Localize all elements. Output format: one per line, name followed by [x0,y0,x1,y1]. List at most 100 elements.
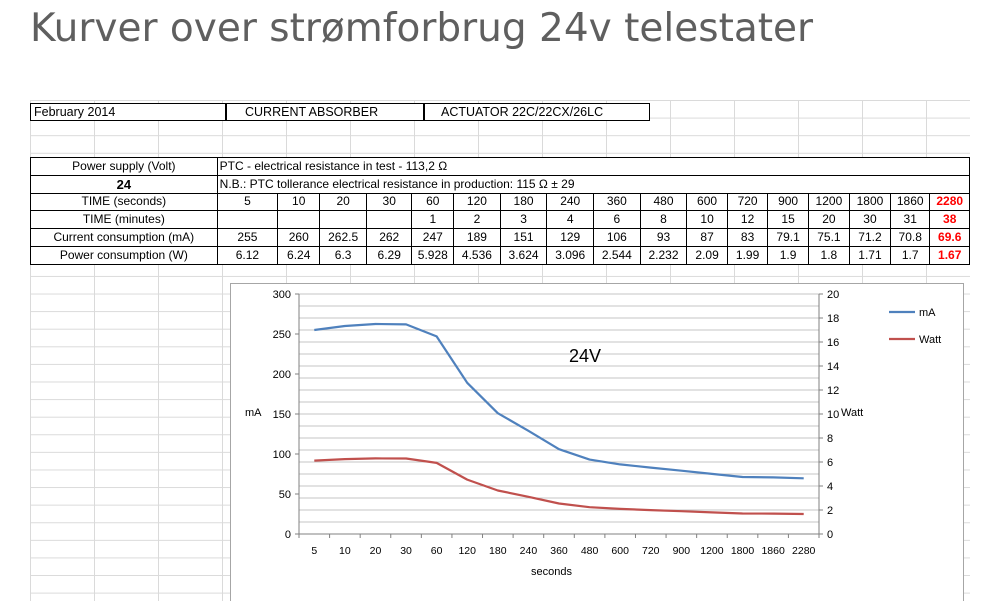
y-tick-label: 250 [273,329,291,341]
y2-tick-label: 10 [827,409,839,421]
header-actuator: ACTUATOR 22C/22CX/26LC [424,103,650,121]
table-cell: 180 [499,192,548,212]
y-tick-label: 0 [285,529,291,541]
spreadsheet: February 2014 CURRENT ABSORBER ACTUATOR … [30,100,970,601]
y-tick-label: 150 [273,409,291,421]
chart-container: 0 50 100 150 200 250 300 0 2 4 6 8 10 12 14 16 18 20 5 10 20… [230,283,964,601]
table-cell: 70.8 [890,228,931,247]
table-cell: 3.096 [546,245,595,265]
supply-value: 24 [30,174,218,194]
chart-legend: mA Watt [889,307,941,346]
x-axis-label: seconds [531,566,572,578]
ptc-note: PTC - electrical resistance in test - 11… [216,157,970,176]
x-tick-label: 900 [673,545,691,557]
table-cell: 5.928 [411,245,455,265]
x-tick-label: 600 [611,545,629,557]
table-cell: 60 [411,192,455,212]
table-cell: 600 [686,192,728,212]
legend-label: mA [919,307,936,319]
table-cell: 75.1 [807,228,850,247]
table-cell: 2 [453,210,501,230]
chart-series [314,322,804,516]
table-cell: 10 [686,210,728,230]
table-cell: 260 [277,228,321,247]
y-tick-label: 200 [273,369,291,381]
table-cell: 1.9 [767,245,809,265]
x-tick-label: 1800 [731,545,755,557]
supply-label: Power supply (Volt) [30,157,218,176]
table-cell: 480 [639,192,688,212]
table-cell: 3 [499,210,548,230]
table-cell: 2280 [929,192,970,212]
table-cell: 6 [593,210,641,230]
y2-tick-label: 0 [827,529,833,541]
y2-tick-label: 18 [827,313,839,325]
table-cell: 4.536 [453,245,501,265]
table-cell: 5 [216,192,279,212]
legend-label: Watt [919,334,941,346]
row-label: TIME (seconds) [30,192,218,212]
table-cell: 240 [546,192,595,212]
table-cell: 189 [453,228,501,247]
time-minutes-row: TIME (minutes) 1 2 3 4 6 8 10 12 15 20 30 31 38 [30,210,970,230]
table-cell: 10 [277,192,321,212]
row-label: TIME (minutes) [30,210,218,230]
table-cell: 3.624 [499,245,548,265]
table-cell: 1860 [890,192,931,212]
x-tick-label: 10 [339,545,351,557]
x-tick-label: 480 [581,545,599,557]
table-cell: 93 [639,228,688,247]
table-cell: 79.1 [767,228,809,247]
y2-tick-label: 8 [827,433,833,445]
row-label: Power consumption (W) [30,245,218,265]
line-chart: 0 50 100 150 200 250 300 0 2 4 6 8 10 12 14 16 18 20 5 10 20… [245,289,941,578]
table-cell [277,210,321,230]
data-table: Power supply (Volt) PTC - electrical res… [30,157,970,265]
table-cell: 20 [807,210,850,230]
series-line-ma [314,322,804,480]
x-tick-label: 1200 [700,545,724,557]
table-cell: 1.71 [848,245,892,265]
x-tick-label: 180 [489,545,507,557]
table-cell: 30 [365,192,413,212]
table-cell: 87 [686,228,728,247]
table-cell [216,210,279,230]
table-cell: 129 [546,228,595,247]
y-tick-label: 300 [273,289,291,301]
x-tick-label: 720 [642,545,660,557]
x-tick-label: 240 [520,545,538,557]
table-cell: 15 [767,210,809,230]
table-cell: 2.544 [593,245,641,265]
table-cell: 69.6 [929,228,970,247]
table-cell: 2.09 [686,245,728,265]
row-label: Current consumption (mA) [30,228,218,247]
x-tick-label: 360 [550,545,568,557]
tolerance-note: N.B.: PTC tollerance electrical resistan… [216,174,970,194]
header-row: February 2014 CURRENT ABSORBER ACTUATOR … [30,103,650,121]
x-tick-label: 60 [431,545,443,557]
table-cell: 255 [216,228,279,247]
table-cell: 1.8 [807,245,850,265]
x-tick-label: 5 [311,545,317,557]
chart-axes: 0 50 100 150 200 250 300 0 2 4 6 8 10 12 14 16 18 20 5 10 20… [273,289,840,557]
table-cell: 6.29 [365,245,413,265]
power-row: Power consumption (W) 6.12 6.24 6.3 6.29 5.92… [30,245,970,265]
table-cell: 31 [890,210,931,230]
table-cell: 1.99 [726,245,769,265]
chart-annotation: 24V [569,346,601,366]
table-cell: 38 [929,210,970,230]
table-cell: 151 [499,228,548,247]
table-cell: 20 [319,192,367,212]
x-tick-label: 2280 [792,545,816,557]
y-tick-label: 50 [279,489,291,501]
table-cell: 1 [411,210,455,230]
table-cell: 262 [365,228,413,247]
table-cell: 900 [767,192,809,212]
table-cell: 8 [639,210,688,230]
table-cell: 360 [593,192,641,212]
table-cell: 6.24 [277,245,321,265]
table-cell: 71.2 [848,228,892,247]
table-cell: 1200 [807,192,850,212]
table-cell: 1.7 [890,245,931,265]
x-tick-label: 20 [370,545,382,557]
